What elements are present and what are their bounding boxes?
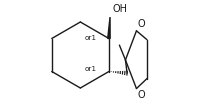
Text: O: O [137, 19, 145, 29]
Polygon shape [108, 17, 110, 39]
Text: OH: OH [113, 4, 128, 14]
Text: O: O [137, 90, 145, 100]
Text: or1: or1 [85, 66, 97, 72]
Text: or1: or1 [85, 35, 97, 41]
